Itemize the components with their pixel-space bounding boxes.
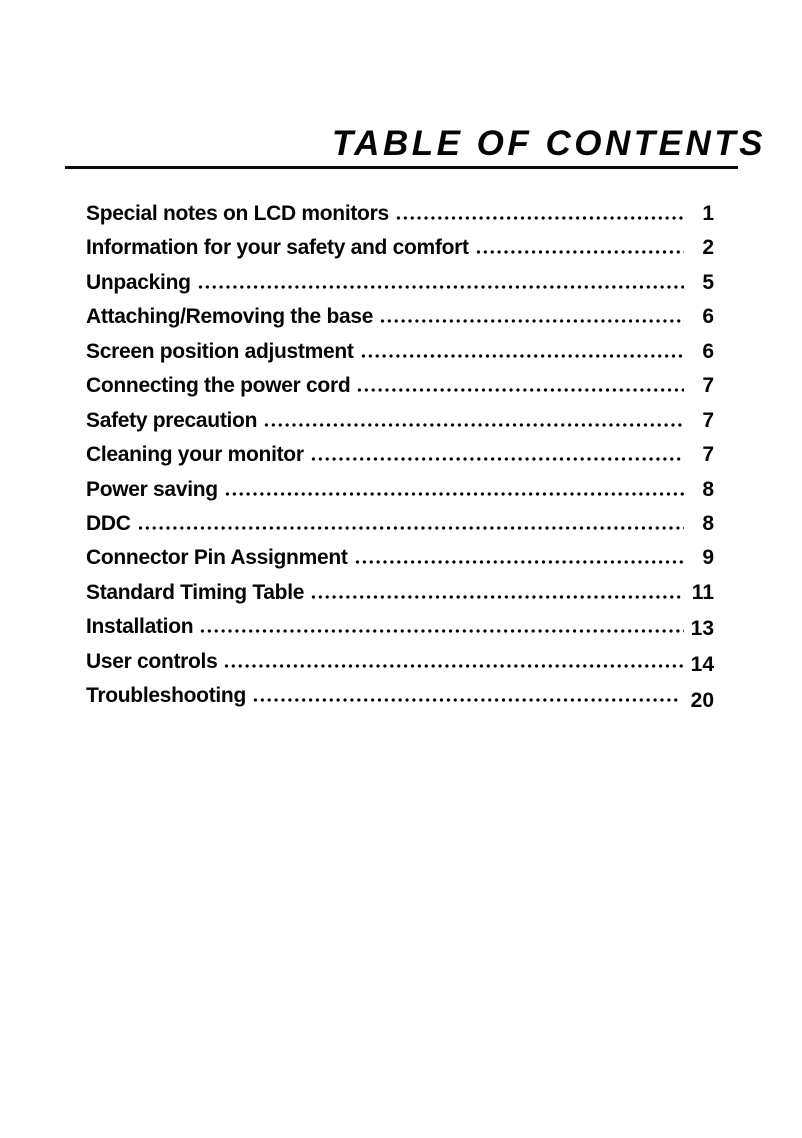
toc-row: Cleaning your monitor 7 [86, 438, 714, 472]
toc-entry-label: Installation [86, 615, 194, 639]
dot-leader [310, 594, 684, 599]
toc-row: Installation 13 [86, 610, 714, 644]
dot-leader [474, 250, 684, 255]
toc-entry-label: Standard Timing Table [86, 580, 305, 604]
toc-entry-label: User controls [86, 649, 218, 673]
toc-row: Attaching/Removing the base 6 [86, 300, 714, 334]
toc-row: DDC 8 [86, 507, 714, 541]
toc-entry-label: Cleaning your monitor [86, 443, 304, 467]
toc-entry-page: 11 [691, 580, 714, 604]
toc-entry-label: Connector Pin Assignment [86, 546, 348, 570]
toc-entry-page: 6 [702, 339, 714, 363]
dot-leader [136, 525, 684, 530]
toc-entry-label: Power saving [86, 477, 218, 501]
toc-entry-label: Troubleshooting [86, 684, 246, 708]
toc-row: Safety precaution 7 [86, 404, 714, 438]
toc-row: Troubleshooting 20 [86, 679, 714, 713]
toc-entry-page: 14 [690, 652, 714, 676]
toc-entry-page: 9 [702, 546, 714, 570]
toc-entry-label: Safety precaution [86, 408, 258, 432]
dot-leader [353, 560, 684, 565]
toc-row: Special notes on LCD monitors 1 [86, 197, 714, 231]
toc-row: Power saving 8 [86, 473, 714, 507]
toc-row: Standard Timing Table 11 [86, 576, 714, 610]
toc-entry-label: Connecting the power cord [86, 374, 351, 398]
toc-entry-page: 13 [690, 617, 714, 641]
toc-entry-page: 7 [702, 408, 714, 432]
toc-entry-page: 7 [702, 374, 714, 398]
toc-entry-label: Unpacking [86, 270, 191, 294]
toc-entry-page: 8 [702, 511, 714, 535]
toc-row: User controls 14 [86, 645, 714, 679]
dot-leader [196, 284, 684, 289]
toc-entry-page: 2 [702, 236, 714, 260]
toc-entry-label: Special notes on LCD monitors [86, 202, 389, 225]
page-title: TABLE OF CONTENTS [331, 124, 766, 163]
toc-entry-label: DDC [86, 511, 131, 535]
toc-row: Connecting the power cord 7 [86, 369, 714, 403]
dot-leader [379, 319, 684, 324]
toc-entry-page: 5 [702, 270, 714, 294]
toc-entry-label: Screen position adjustment [86, 339, 354, 363]
toc-entry-page: 1 [702, 202, 714, 225]
toc-entry-label: Attaching/Removing the base [86, 305, 374, 329]
dot-leader [309, 457, 684, 462]
toc-entry-page: 6 [702, 305, 714, 329]
toc-entry-label: Information for your safety and comfort [86, 236, 469, 260]
toc-row: Screen position adjustment 6 [86, 335, 714, 369]
dot-leader [199, 629, 684, 634]
toc-entry-page: 20 [690, 689, 714, 713]
dot-leader [263, 422, 684, 427]
dot-leader [251, 698, 680, 703]
toc-entry-page: 8 [702, 477, 714, 501]
toc-row: Connector Pin Assignment 9 [86, 541, 714, 575]
dot-leader [356, 388, 684, 393]
dot-leader [394, 216, 684, 220]
toc-entry-page: 7 [702, 443, 714, 467]
toc-row: Unpacking 5 [86, 266, 714, 300]
toc-row: Information for your safety and comfort … [86, 231, 714, 265]
title-underline [65, 166, 738, 169]
dot-leader [359, 353, 684, 358]
toc-list: Special notes on LCD monitors 1 Informat… [86, 197, 714, 714]
dot-leader [223, 663, 684, 668]
dot-leader [223, 491, 684, 496]
